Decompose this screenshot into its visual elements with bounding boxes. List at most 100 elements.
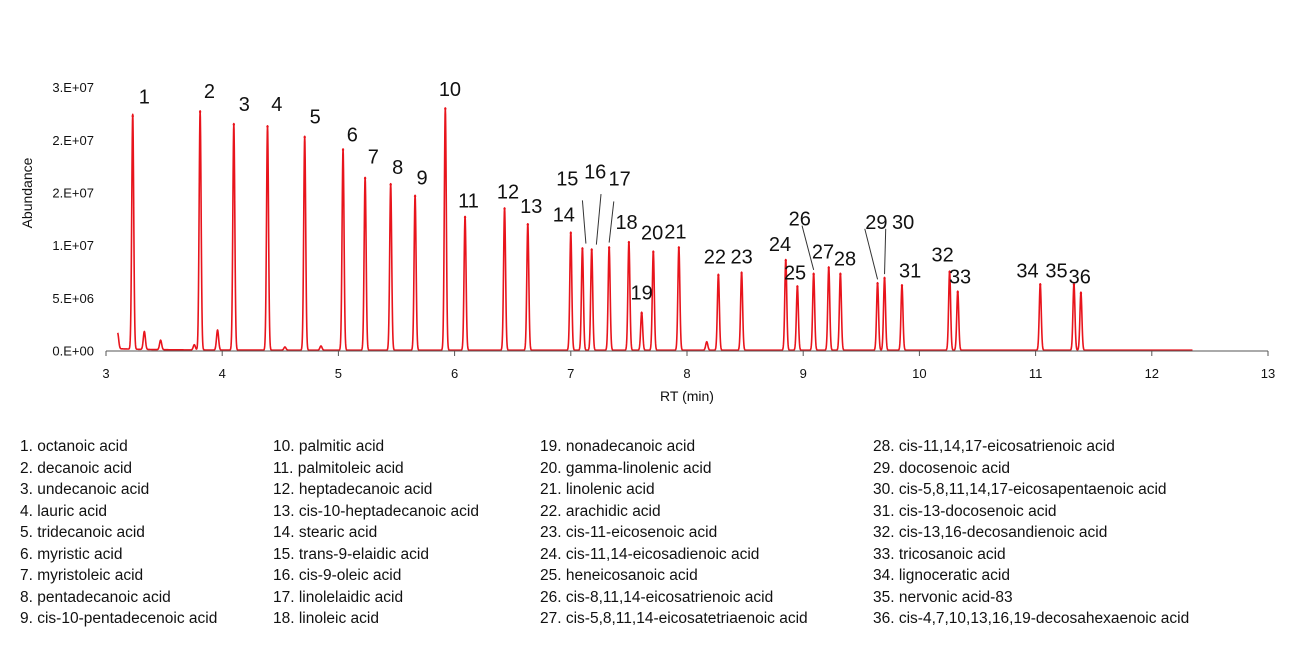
peak-35: [1072, 283, 1076, 286]
y-tick-label: 1.E+07: [52, 238, 94, 253]
peak-19: [640, 311, 643, 315]
peak-label: 16: [584, 161, 606, 183]
peak-label: 8: [392, 157, 403, 179]
peak-label: 20: [641, 222, 663, 244]
peak-31: [900, 284, 904, 287]
legend-item: 11. palmitoleic acid: [273, 459, 404, 477]
peak-8: [389, 183, 392, 186]
y-tick-label: 2.E+07: [52, 133, 94, 148]
legend-item: 29. docosenoic acid: [873, 459, 1011, 477]
legend-item: 18. linoleic acid: [273, 610, 379, 627]
legend-item: 8. pentadecanoic acid: [20, 588, 171, 606]
legend-item: 14. stearic acid: [273, 524, 378, 541]
peak-label: 35: [1045, 260, 1067, 282]
y-tick-label: 0.E+00: [52, 344, 94, 359]
peak-4: [266, 125, 269, 128]
leader-line: [864, 228, 879, 280]
peak-17: [607, 246, 611, 249]
peak-label: 28: [834, 249, 856, 271]
leader-line: [581, 200, 587, 244]
peak-label: 22: [704, 247, 726, 269]
peak-2: [198, 110, 202, 114]
peak-label: 9: [417, 168, 428, 190]
x-tick-label: 13: [1261, 366, 1275, 381]
legend-item: 7. myristoleic acid: [20, 567, 144, 584]
peak-5: [303, 135, 306, 139]
legend-item: 2. decanoic acid: [20, 459, 133, 477]
leader-lines: [581, 194, 887, 280]
peak-markers: [131, 107, 1083, 315]
peak-label: 7: [368, 147, 379, 169]
legend-item: 5. tridecanoic acid: [20, 524, 145, 541]
legend-item: 26. cis-8,11,14-eicosatrienoic acid: [540, 588, 774, 606]
legend-item: 15. trans-9-elaidic acid: [273, 545, 429, 563]
legend-item: 20. gamma-linolenic acid: [540, 459, 712, 477]
legend-item: 12. heptadecanoic acid: [273, 481, 433, 498]
peak-label: 15: [556, 169, 578, 191]
peak-24: [784, 259, 787, 262]
peak-label: 14: [553, 204, 575, 226]
legend-item: 13. cis-10-heptadecanoic acid: [273, 502, 479, 520]
legend-item: 30. cis-5,8,11,14,17-eicosapentaenoic ac…: [873, 481, 1167, 498]
legend-item: 24. cis-11,14-eicosadienoic acid: [540, 545, 760, 563]
legend-column-4: 28. cis-11,14,17-eicosatrienoic acid 29. …: [873, 436, 1189, 630]
peak-9: [413, 194, 417, 198]
x-tick-label: 10: [912, 366, 926, 381]
y-tick-label: 5.E+06: [52, 291, 94, 306]
peak-7: [363, 177, 367, 180]
legend-item: 27. cis-5,8,11,14-eicosatetriaenoic acid: [540, 610, 808, 627]
peak-label: 6: [347, 124, 358, 146]
legend-item: 9. cis-10-pentadecenoic acid: [20, 610, 218, 627]
peak-label: 34: [1016, 260, 1038, 282]
x-tick-label: 5: [335, 366, 342, 381]
y-tick-label: 2.E+07: [52, 186, 94, 201]
x-tick-label: 4: [219, 366, 226, 381]
peak-20: [652, 250, 655, 254]
chromatogram-trace: [116, 107, 1194, 351]
peak-label: 29: [865, 212, 887, 234]
x-tick-label: 6: [451, 366, 458, 381]
peak-label: 4: [271, 94, 282, 116]
legend-item: 36. cis-4,7,10,13,16,19-decosahexaenoic …: [873, 610, 1190, 627]
legend-column-1: 1. octanoic acid 2. decanoic acid 3. undec…: [20, 436, 217, 630]
peak-label: 33: [949, 267, 971, 289]
peak-22: [717, 273, 720, 277]
legend-item: 35. nervonic acid-83: [873, 588, 1013, 606]
legend-item: 31. cis-13-docosenoic acid: [873, 502, 1057, 520]
peak-13: [526, 223, 530, 226]
legend-item: 10. palmitic acid: [273, 438, 385, 455]
x-axis-title: RT (min): [660, 388, 714, 404]
peak-label: 21: [664, 221, 686, 243]
peak-28: [839, 272, 842, 276]
peak-label: 26: [789, 209, 811, 231]
legend-item: 28. cis-11,14,17-eicosatrienoic acid: [873, 438, 1115, 455]
y-axis-ticks: 0.E+00 5.E+06 1.E+07 2.E+07 2.E+07 3.E+07: [52, 80, 94, 358]
peak-15: [581, 247, 584, 251]
peak-11: [463, 216, 467, 219]
legend-column-2: 10. palmitic acid 11. palmitoleic acid 12.…: [273, 436, 479, 630]
y-tick-label: 3.E+07: [52, 80, 94, 95]
legend-item: 1. octanoic acid: [20, 438, 128, 455]
peak-label: 10: [439, 79, 461, 101]
x-axis-ticks: 3 4 5 6 7 8 9 10 11 12 13: [102, 351, 1275, 381]
peak-label: 25: [784, 262, 806, 284]
legend-item: 19. nonadecanoic acid: [540, 438, 696, 455]
peak-label: 27: [812, 241, 834, 263]
legend-item: 16. cis-9-oleic acid: [273, 567, 402, 584]
legend-item: 33. tricosanoic acid: [873, 545, 1006, 563]
legend-item: 6. myristic acid: [20, 545, 123, 563]
peak-14: [569, 231, 572, 235]
peak-32: [948, 270, 951, 274]
peak-16: [590, 248, 593, 252]
peak-30: [883, 277, 886, 280]
legend-item: 23. cis-11-eicosenoic acid: [540, 524, 718, 541]
legend-item: 3. undecanoic acid: [20, 481, 150, 498]
peak-label: 3: [239, 94, 250, 116]
peak-34: [1039, 283, 1042, 286]
legend-column-3: 19. nonadecanoic acid 20. gamma-linolenic…: [540, 436, 808, 630]
leader-line: [595, 194, 602, 245]
legend-item: 25. heneicosanoic acid: [540, 567, 698, 584]
peak-legend: 1. octanoic acid 2. decanoic acid 3. undec…: [20, 436, 1290, 636]
